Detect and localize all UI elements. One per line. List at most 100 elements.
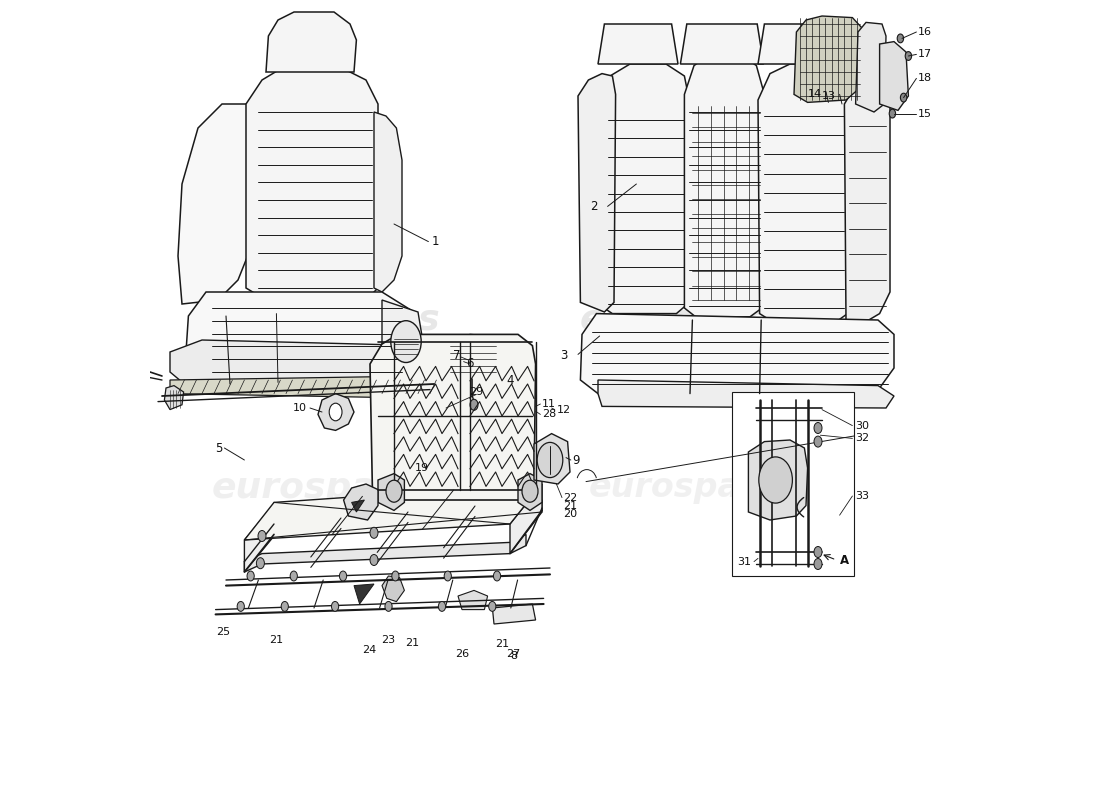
Polygon shape (690, 104, 762, 304)
Polygon shape (352, 500, 364, 512)
Ellipse shape (444, 571, 451, 581)
Ellipse shape (470, 399, 478, 410)
Text: 10: 10 (293, 403, 307, 413)
Polygon shape (164, 386, 184, 410)
Text: 21: 21 (495, 639, 509, 649)
Polygon shape (581, 314, 894, 394)
Text: 1: 1 (431, 235, 439, 248)
Ellipse shape (256, 558, 264, 569)
Polygon shape (681, 24, 763, 64)
Text: 25: 25 (216, 627, 230, 637)
Text: 11: 11 (542, 399, 556, 409)
Text: 32: 32 (856, 434, 870, 443)
Text: 27: 27 (506, 650, 520, 659)
Polygon shape (845, 80, 890, 324)
Text: 24: 24 (362, 645, 376, 654)
Polygon shape (246, 68, 378, 300)
Ellipse shape (248, 571, 254, 581)
Text: eurospares: eurospares (580, 303, 808, 337)
Text: 7: 7 (453, 349, 461, 362)
Ellipse shape (814, 436, 822, 447)
Ellipse shape (370, 554, 378, 566)
Text: 23: 23 (382, 635, 396, 645)
Text: 21: 21 (405, 638, 419, 648)
Ellipse shape (390, 321, 421, 362)
Polygon shape (374, 112, 401, 292)
Text: 16: 16 (918, 27, 932, 37)
Polygon shape (733, 392, 854, 576)
Polygon shape (382, 576, 405, 602)
Text: 2: 2 (591, 200, 598, 213)
Polygon shape (170, 376, 438, 398)
Polygon shape (354, 584, 374, 604)
Ellipse shape (814, 558, 822, 570)
Polygon shape (684, 54, 764, 317)
Polygon shape (382, 300, 422, 362)
Polygon shape (758, 64, 850, 322)
Text: 28: 28 (542, 410, 557, 419)
Polygon shape (748, 440, 807, 520)
Text: 14: 14 (807, 90, 822, 99)
Polygon shape (244, 504, 274, 572)
Text: 12: 12 (557, 405, 571, 414)
Polygon shape (578, 74, 616, 312)
Polygon shape (458, 590, 487, 610)
Polygon shape (178, 104, 270, 304)
Polygon shape (598, 380, 894, 408)
Ellipse shape (392, 571, 399, 581)
Ellipse shape (522, 480, 538, 502)
Polygon shape (244, 534, 526, 572)
Text: 5: 5 (214, 442, 222, 454)
Polygon shape (378, 474, 405, 510)
Ellipse shape (290, 571, 297, 581)
Ellipse shape (488, 602, 496, 611)
Ellipse shape (331, 602, 339, 611)
Text: 17: 17 (918, 50, 932, 59)
Ellipse shape (258, 530, 266, 542)
Polygon shape (444, 334, 502, 380)
Text: eurospares: eurospares (211, 303, 440, 337)
Polygon shape (510, 484, 542, 554)
Ellipse shape (905, 51, 912, 60)
Text: eurospares: eurospares (211, 471, 440, 505)
Ellipse shape (386, 480, 402, 502)
Text: 4: 4 (506, 374, 514, 387)
Polygon shape (534, 434, 570, 484)
Text: 6: 6 (466, 358, 474, 370)
Polygon shape (880, 42, 909, 110)
Text: 30: 30 (856, 421, 870, 430)
Ellipse shape (238, 602, 244, 611)
Text: 8: 8 (510, 651, 518, 661)
Text: 31: 31 (738, 557, 751, 566)
Polygon shape (343, 484, 378, 520)
Ellipse shape (814, 546, 822, 558)
Polygon shape (758, 24, 846, 64)
Ellipse shape (439, 602, 446, 611)
Ellipse shape (385, 602, 392, 611)
Text: 15: 15 (918, 109, 932, 118)
Ellipse shape (759, 457, 792, 503)
Polygon shape (518, 474, 542, 510)
Text: A: A (839, 554, 849, 566)
Ellipse shape (370, 527, 378, 538)
Text: 22: 22 (563, 493, 578, 502)
Text: 21: 21 (563, 501, 578, 510)
Polygon shape (856, 22, 886, 112)
Text: 19: 19 (415, 463, 429, 473)
Text: 26: 26 (455, 650, 469, 659)
Polygon shape (244, 484, 542, 540)
Text: 13: 13 (822, 91, 836, 101)
Text: 9: 9 (572, 454, 580, 466)
Polygon shape (370, 334, 536, 500)
Text: 18: 18 (918, 74, 932, 83)
Ellipse shape (889, 110, 895, 118)
Ellipse shape (340, 571, 346, 581)
Text: 29: 29 (470, 387, 484, 397)
Ellipse shape (814, 422, 822, 434)
Text: 33: 33 (856, 491, 870, 501)
Polygon shape (493, 604, 536, 624)
Ellipse shape (537, 442, 563, 478)
Polygon shape (318, 394, 354, 430)
Text: 20: 20 (563, 509, 578, 518)
Polygon shape (598, 24, 678, 64)
